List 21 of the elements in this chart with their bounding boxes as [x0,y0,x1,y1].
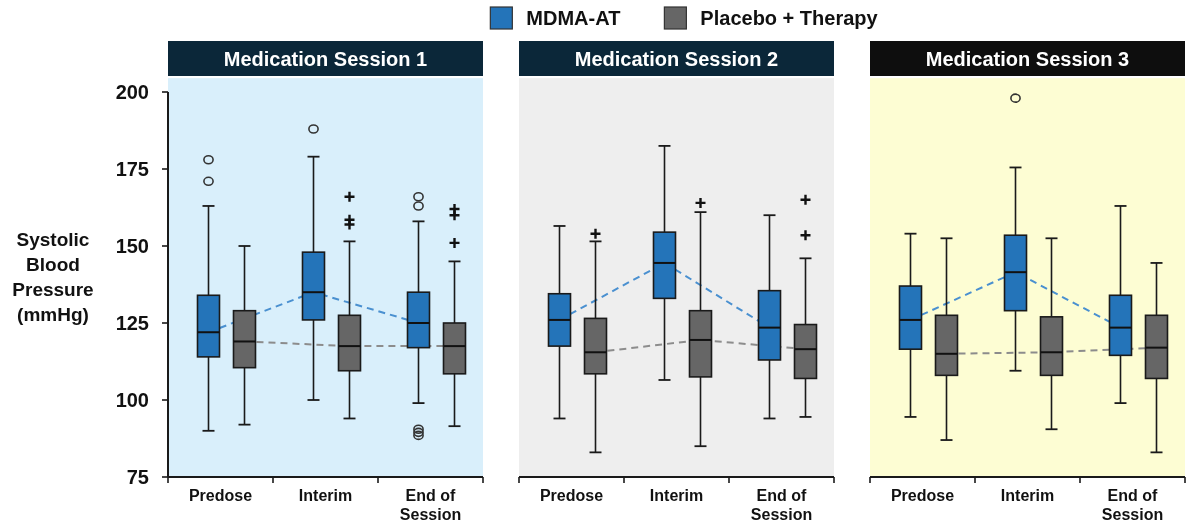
chart-title: Medication Session 2 [574,47,779,70]
y-tick-label: 175 [115,158,149,180]
x-tick-label: Interim [649,487,704,504]
x-tick-label: Predose [539,487,604,504]
x-tick-label: Interim [298,487,353,504]
legend-label: Placebo + Therapy [700,7,879,29]
x-tick-label: Predose [890,487,955,504]
y-tick-label: 150 [115,235,149,257]
x-tick-label: End of Session [399,487,462,523]
x-tick-label: End of Session [750,487,813,523]
y-axis-title: Systolic Blood Pressure (mmHg) [12,228,94,325]
y-tick-label: 125 [115,312,149,334]
x-tick-label: Interim [1000,487,1055,504]
legend-label: MDMA-AT [526,7,621,29]
x-tick-label: Predose [188,487,253,504]
y-tick-label: 75 [126,466,149,488]
y-tick-label: 200 [115,81,149,103]
x-tick-label: End of Session [1101,487,1164,523]
chart-title: Medication Session 3 [925,47,1130,70]
chart-title: Medication Session 1 [223,47,428,70]
y-tick-label: 100 [115,389,149,411]
